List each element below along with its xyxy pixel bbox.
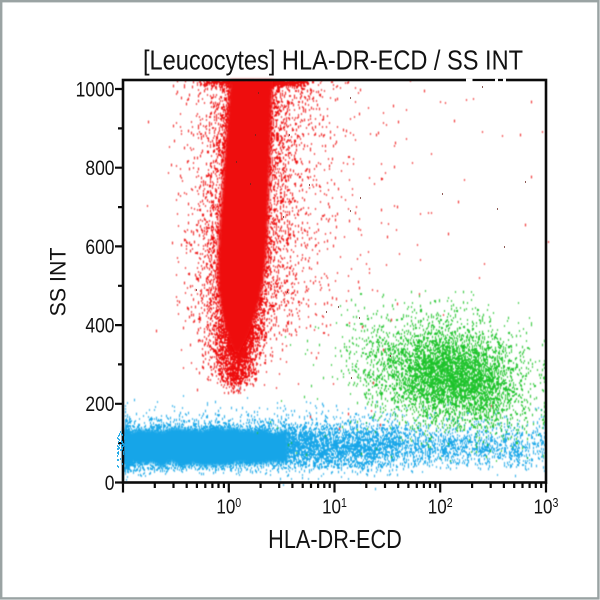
svg-text:600: 600: [85, 236, 114, 259]
svg-text:101: 101: [322, 495, 347, 518]
svg-text:102: 102: [428, 495, 453, 518]
svg-text:400: 400: [85, 315, 114, 338]
svg-text:800: 800: [85, 158, 114, 181]
svg-text:100: 100: [216, 495, 241, 518]
svg-text:1000: 1000: [76, 79, 115, 102]
svg-text:SS INT: SS INT: [45, 248, 71, 317]
svg-text:103: 103: [534, 495, 559, 518]
svg-text:[Leucocytes] HLA-DR-ECD / SS I: [Leucocytes] HLA-DR-ECD / SS INT: [143, 46, 523, 76]
svg-text:200: 200: [85, 394, 114, 417]
svg-text:HLA-DR-ECD: HLA-DR-ECD: [268, 526, 402, 554]
svg-text:0: 0: [105, 473, 115, 496]
